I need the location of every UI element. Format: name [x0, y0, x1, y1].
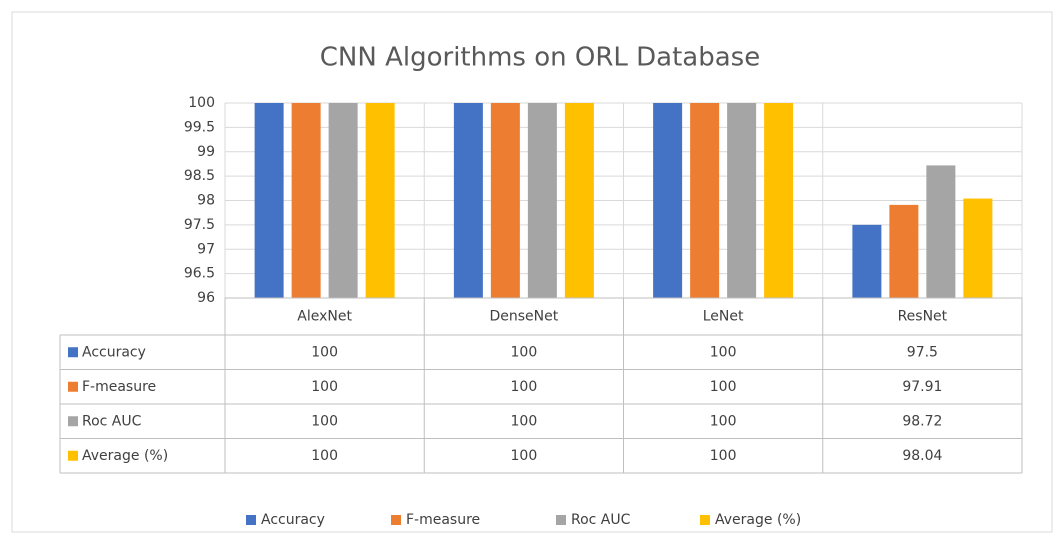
table-cell: 98.72	[902, 413, 942, 429]
table-cell: 100	[311, 448, 338, 464]
table-row-label: Roc AUC	[82, 413, 142, 429]
x-tick-label: DenseNet	[490, 309, 559, 325]
bar	[328, 103, 358, 298]
table-legend-key	[68, 347, 78, 358]
bar	[889, 204, 919, 298]
table-cell: 100	[311, 344, 338, 360]
y-tick-label: 100	[188, 95, 215, 111]
y-tick-label: 99	[197, 144, 215, 160]
table-cell: 100	[710, 344, 737, 360]
table-cell: 100	[311, 379, 338, 395]
legend-key	[246, 515, 256, 525]
table-cell: 100	[710, 448, 737, 464]
table-cell: 100	[311, 413, 338, 429]
bar	[653, 103, 683, 298]
table-cell: 100	[511, 413, 538, 429]
bar	[764, 103, 794, 298]
bar	[926, 165, 956, 298]
table-cell: 100	[710, 413, 737, 429]
table-legend-key	[68, 450, 78, 461]
bar	[527, 103, 557, 298]
chart-title: CNN Algorithms on ORL Database	[320, 43, 760, 73]
legend-label: Accuracy	[261, 512, 325, 528]
x-tick-label: ResNet	[898, 309, 948, 325]
table-cell: 97.5	[907, 344, 938, 360]
table-cell: 100	[511, 448, 538, 464]
table-cell: 98.04	[902, 448, 942, 464]
y-tick-label: 98.5	[184, 168, 215, 184]
legend-key	[391, 515, 401, 525]
bar	[727, 103, 757, 298]
legend-label: Roc AUC	[571, 512, 631, 528]
bar	[963, 198, 993, 298]
bar	[254, 103, 284, 298]
table-legend-key	[68, 416, 78, 427]
x-tick-label: LeNet	[703, 309, 744, 325]
table-cell: 100	[511, 379, 538, 395]
legend-key	[556, 515, 566, 525]
bar	[852, 224, 882, 298]
bar	[564, 103, 594, 298]
y-tick-label: 96	[197, 290, 215, 306]
bar	[291, 103, 321, 298]
table-cell: 100	[710, 379, 737, 395]
bar	[365, 103, 395, 298]
y-tick-label: 99.5	[184, 119, 215, 135]
table-cell: 100	[511, 344, 538, 360]
x-tick-label: AlexNet	[297, 309, 352, 325]
y-tick-label: 98	[197, 193, 215, 209]
table-cell: 97.91	[902, 379, 942, 395]
table-row-label: Average (%)	[82, 448, 168, 464]
table-row-label: F-measure	[82, 379, 156, 395]
table-legend-key	[68, 381, 78, 392]
legend-label: F-measure	[406, 512, 480, 528]
y-tick-label: 96.5	[184, 266, 215, 282]
y-tick-label: 97	[197, 241, 215, 257]
bar	[490, 103, 520, 298]
y-tick-label: 97.5	[184, 217, 215, 233]
bar	[690, 103, 720, 298]
bar	[453, 103, 483, 298]
legend-label: Average (%)	[715, 512, 801, 528]
table-row-label: Accuracy	[82, 344, 146, 360]
legend-key	[700, 515, 710, 525]
